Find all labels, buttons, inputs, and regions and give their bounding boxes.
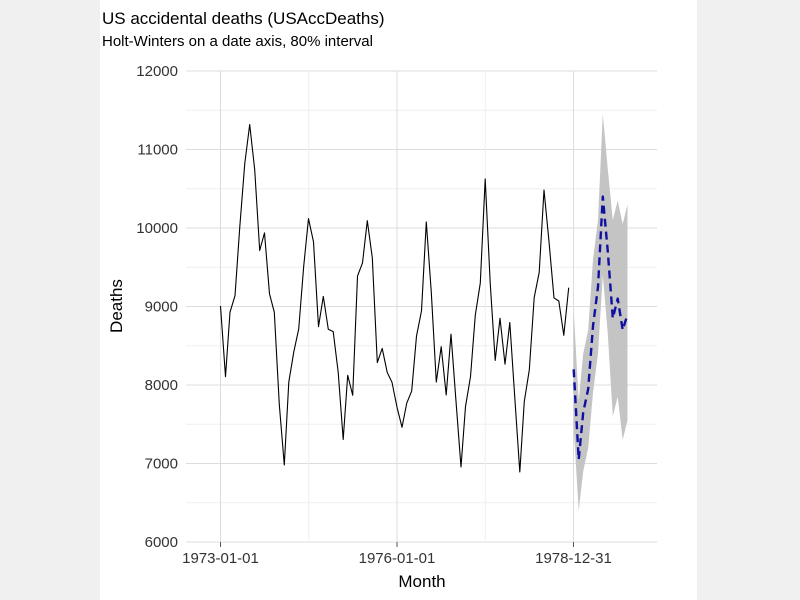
chart-subtitle: Holt-Winters on a date axis, 80% interva… (102, 33, 373, 50)
axes: 6000 7000 8000 9000 10000 11000 12000 1973-01-0… (136, 63, 612, 567)
x-tick-label: 1978-12-31 (535, 550, 612, 567)
x-tick-label: 1973-01-01 (182, 550, 259, 567)
y-tick-label: 8000 (145, 377, 178, 394)
y-tick-label: 7000 (145, 456, 178, 473)
y-axis-title: Deaths (107, 279, 126, 333)
chart-svg: US accidental deaths (USAccDeaths) Holt-… (102, 9, 657, 591)
chart-title: US accidental deaths (USAccDeaths) (102, 9, 385, 28)
forecast-interval-band (573, 114, 628, 511)
y-tick-label: 6000 (145, 534, 178, 551)
x-tick-label: 1976-01-01 (359, 550, 436, 567)
y-tick-label: 10000 (136, 220, 178, 237)
y-tick-label: 12000 (136, 63, 178, 80)
y-tick-label: 9000 (145, 299, 178, 316)
observed-line (219, 124, 570, 473)
x-axis-title: Month (398, 572, 445, 591)
y-tick-label: 11000 (137, 142, 178, 159)
chart-panel: US accidental deaths (USAccDeaths) Holt-… (100, 0, 697, 600)
interval-band-area (573, 114, 628, 511)
series-lines (219, 124, 629, 473)
